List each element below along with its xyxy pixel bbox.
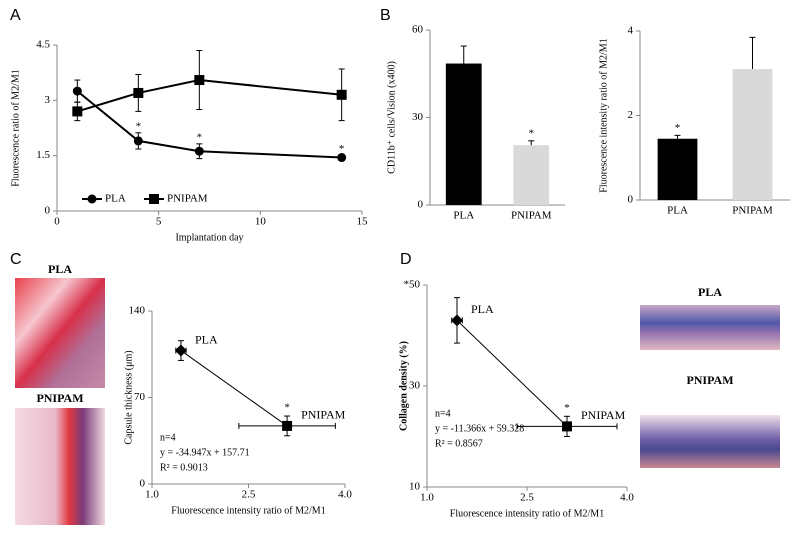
y-tick-label: 3 [45, 94, 51, 106]
histology-image [640, 415, 780, 468]
point-label: PNIPAM [301, 408, 346, 422]
image-label: PNIPAM [36, 391, 83, 405]
y-axis-label: Fluorescence ratio of M2/M1 [10, 69, 21, 186]
marker [72, 106, 83, 117]
series-line [77, 79, 342, 113]
x-axis-label: Fluorescence intensity ratio of M2/M1 [450, 508, 604, 519]
legend-label: PNIPAM [167, 193, 208, 205]
marker [194, 146, 204, 156]
bar [445, 63, 482, 205]
x-tick-label: PNIPAM [732, 205, 773, 217]
x-tick-label: PNIPAM [511, 210, 552, 222]
significance: * [675, 122, 681, 134]
y-tick-label: 30 [409, 380, 421, 392]
y-tick-label: 10 [409, 481, 421, 493]
x-tick-label: 5 [156, 216, 162, 228]
y-tick-label: 60 [412, 24, 424, 36]
y-tick-label: 140 [129, 305, 146, 317]
marker [72, 86, 82, 96]
significance: * [339, 143, 345, 155]
annotation: R² = 0.9013 [160, 462, 208, 473]
panel-label: D [400, 251, 412, 268]
y-axis-label: Collagen density (%) [398, 341, 409, 431]
image-label: PLA [48, 262, 72, 276]
bar [732, 69, 773, 201]
y-axis-label: CD11b⁺ cells/Vision (x400) [386, 61, 397, 174]
y-tick-label: *50 [404, 279, 421, 291]
x-tick-label: 4.0 [338, 489, 352, 501]
series-line [76, 90, 342, 159]
y-tick-label: 0 [140, 478, 146, 490]
histology-image [15, 408, 105, 525]
legend-label: PLA [105, 193, 126, 205]
x-tick-label: 1.0 [420, 492, 434, 504]
annotation: n=4 [435, 408, 451, 419]
y-tick-label: 0 [418, 199, 424, 211]
marker [174, 344, 187, 357]
significance: * [284, 402, 290, 414]
trend-line [180, 350, 288, 427]
legend-marker [149, 194, 159, 204]
x-tick-label: 15 [357, 216, 369, 228]
y-axis-label: Fluorescence intensity ratio of M2/M1 [598, 38, 609, 192]
x-tick-label: 10 [255, 216, 267, 228]
x-tick-label: PLA [453, 210, 474, 222]
marker [194, 75, 205, 86]
marker [337, 153, 347, 163]
significance: * [529, 127, 535, 139]
y-tick-label: 30 [412, 111, 424, 123]
bar [657, 138, 698, 200]
annotation: R² = 0.8567 [435, 438, 483, 449]
legend-marker [87, 194, 97, 204]
image-label: PLA [698, 285, 722, 299]
y-tick-label: 2 [628, 109, 634, 121]
marker [451, 314, 463, 327]
histology-image [640, 305, 780, 350]
x-axis-label: Implantation day [175, 232, 243, 243]
bar [513, 145, 550, 205]
y-tick-label: 70 [134, 391, 146, 403]
x-tick-label: 1.0 [145, 489, 159, 501]
annotation: y = -34.947x + 157.71 [160, 447, 250, 458]
y-axis-label: Capsule thickness (μm) [123, 350, 134, 444]
marker [336, 89, 347, 100]
y-tick-label: 4 [628, 25, 634, 37]
image-label: PNIPAM [686, 373, 733, 387]
significance: * [197, 131, 203, 143]
point-label: PLA [195, 332, 218, 346]
x-tick-label: 4.0 [620, 492, 634, 504]
marker [133, 136, 143, 146]
x-axis-label: Fluorescence intensity ratio of M2/M1 [171, 505, 325, 516]
panel-label: B [380, 7, 391, 24]
marker [282, 420, 293, 431]
y-tick-label: 0 [45, 205, 51, 217]
annotation: n=4 [160, 432, 176, 443]
marker [133, 87, 144, 98]
y-tick-label: 4.5 [36, 39, 50, 51]
y-tick-label: 1.5 [36, 149, 50, 161]
trend-line [456, 319, 568, 427]
histology-image [15, 278, 105, 388]
x-tick-label: PLA [667, 205, 688, 217]
x-tick-label: 2.5 [242, 489, 256, 501]
x-tick-label: 0 [54, 216, 60, 228]
annotation: y = -11.366x + 59.328 [435, 423, 524, 434]
y-tick-label: 0 [628, 194, 634, 206]
panel-label: C [10, 251, 22, 268]
x-tick-label: 2.5 [520, 492, 534, 504]
significance: * [564, 402, 570, 414]
point-label: PLA [471, 302, 494, 316]
point-label: PNIPAM [581, 408, 626, 422]
marker [562, 421, 572, 432]
significance: * [136, 120, 142, 132]
panel-label: A [10, 7, 21, 24]
